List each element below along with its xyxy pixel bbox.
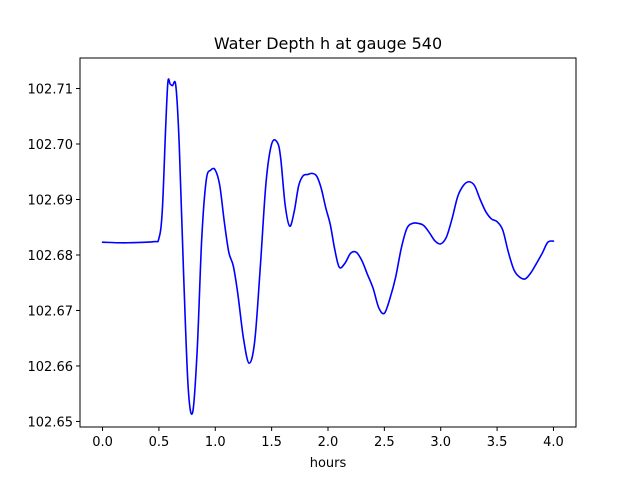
y-tick-label: 102.70 [28, 138, 74, 153]
chart-title: Water Depth h at gauge 540 [214, 34, 442, 53]
y-tick-label: 102.69 [28, 193, 74, 208]
x-tick-label: 1.0 [205, 435, 226, 450]
plot-frame [79, 57, 577, 428]
y-tick-label: 102.68 [28, 249, 74, 264]
x-axis-label: hours [310, 456, 347, 471]
x-tick-label: 0.0 [92, 435, 113, 450]
x-tick-label: 2.0 [318, 435, 339, 450]
x-tick-label: 4.0 [543, 435, 564, 450]
x-axis: 0.0 0.5 1.0 1.5 2.0 2.5 3.0 3.5 4.0 [92, 427, 564, 450]
y-tick-label: 102.65 [28, 415, 74, 430]
x-tick-label: 3.0 [430, 435, 451, 450]
series-line [101, 78, 555, 415]
x-tick-label: 2.5 [374, 435, 395, 450]
y-tick-label: 102.67 [28, 304, 74, 319]
series-layer [101, 78, 555, 415]
y-tick-label: 102.71 [28, 83, 74, 98]
y-tick-label: 102.66 [28, 360, 74, 375]
x-tick-label: 0.5 [149, 435, 170, 450]
x-tick-label: 3.5 [487, 435, 508, 450]
y-axis: 102.65 102.66 102.67 102.68 102.69 102.70 102.… [28, 83, 80, 430]
x-tick-label: 1.5 [261, 435, 282, 450]
